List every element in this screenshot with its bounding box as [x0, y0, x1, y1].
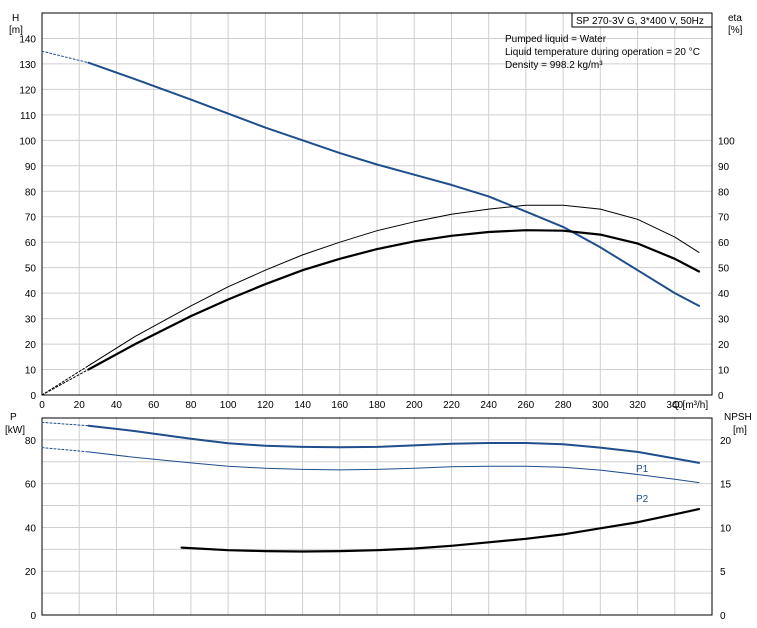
top-right-tick-label: 40 [718, 289, 730, 300]
top-left-axis-unit: [m] [9, 25, 23, 36]
bottom-right-tick-label: 15 [720, 480, 732, 491]
x-tick-label: 120 [257, 400, 274, 411]
top-left-tick-label: 100 [19, 136, 36, 147]
head-curve-extrapolation [41, 50, 89, 64]
x-tick-label: 260 [518, 400, 535, 411]
power-p1-curve-extrapolation [41, 421, 89, 427]
x-tick-label: 60 [148, 400, 160, 411]
top-left-tick-label: 40 [25, 289, 37, 300]
power-p2-curve [88, 451, 700, 484]
top-right-tick-label: 30 [718, 315, 730, 326]
power-p2-curve-extrapolation [41, 447, 89, 453]
series-label-p1: P1 [636, 464, 649, 475]
bottom-left-axis-unit: [kW] [5, 425, 25, 436]
bottom-left-tick-label: 60 [25, 480, 37, 491]
series-label-p2: P2 [636, 494, 649, 505]
bottom-left-tick-label: 80 [25, 436, 37, 447]
x-tick-label: 180 [369, 400, 386, 411]
head-curve [87, 61, 700, 307]
efficiency-total-curve-extrapolation [41, 369, 89, 396]
info-line-density: Density = 998.2 kg/m³ [505, 60, 603, 71]
x-tick-label: 200 [406, 400, 423, 411]
npsh-curve [180, 508, 701, 553]
top-right-axis-label: eta [728, 13, 742, 24]
top-left-tick-label: 120 [19, 85, 36, 96]
top-right-tick-label: 80 [718, 187, 730, 198]
tick-labels: 0102030405060708090100110120130140010203… [19, 34, 735, 622]
bottom-left-tick-label: 0 [30, 611, 36, 622]
x-tick-label: 140 [294, 400, 311, 411]
x-tick-label: 0 [39, 400, 45, 411]
top-left-tick-label: 0 [30, 391, 36, 402]
top-left-tick-label: 80 [25, 187, 37, 198]
curves [41, 50, 701, 553]
top-left-tick-label: 70 [25, 213, 37, 224]
top-left-tick-label: 50 [25, 264, 37, 275]
info-line-temperature: Liquid temperature during operation = 20… [505, 47, 700, 58]
bottom-left-tick-label: 20 [25, 567, 37, 578]
bottom-right-axis-label: NPSH [724, 412, 752, 423]
top-right-tick-label: 0 [718, 391, 724, 402]
top-left-tick-label: 20 [25, 340, 37, 351]
top-left-axis-label: H [12, 13, 19, 24]
bottom-right-tick-label: 0 [720, 611, 726, 622]
x-tick-label: 280 [555, 400, 572, 411]
top-right-tick-label: 70 [718, 213, 730, 224]
bottom-left-axis-label: P [10, 412, 17, 423]
top-right-tick-label: 20 [718, 340, 730, 351]
top-left-tick-label: 30 [25, 315, 37, 326]
bottom-right-tick-label: 10 [720, 523, 732, 534]
x-tick-label: 240 [480, 400, 497, 411]
top-left-tick-label: 110 [20, 111, 36, 122]
bottom-right-tick-label: 20 [720, 436, 732, 447]
top-right-tick-label: 100 [718, 136, 735, 147]
top-frame [41, 12, 713, 396]
x-axis-label: Q [m³/h] [672, 400, 708, 411]
top-chart-grid [41, 12, 713, 396]
x-tick-label: 100 [220, 400, 237, 411]
info-title: SP 270-3V G, 3*400 V, 50Hz [576, 16, 704, 27]
top-right-tick-label: 90 [718, 162, 730, 173]
top-left-tick-label: 130 [19, 60, 36, 71]
top-right-tick-label: 50 [718, 264, 730, 275]
top-right-axis-unit: [%] [728, 25, 743, 36]
top-right-tick-label: 10 [718, 366, 730, 377]
efficiency-total-curve [87, 229, 701, 371]
x-tick-label: 20 [74, 400, 86, 411]
bottom-right-axis-unit: [m] [733, 425, 747, 436]
top-left-tick-label: 140 [19, 34, 36, 45]
bottom-right-tick-label: 5 [720, 567, 726, 578]
bottom-left-tick-label: 40 [25, 523, 37, 534]
efficiency-hydraulic-curve [88, 204, 700, 367]
info-title-box [571, 12, 713, 28]
x-tick-label: 40 [111, 400, 123, 411]
top-right-tick-label: 60 [718, 238, 730, 249]
x-tick-label: 320 [629, 400, 646, 411]
info-line-liquid: Pumped liquid = Water [505, 34, 607, 45]
top-left-tick-label: 10 [25, 366, 37, 377]
x-tick-label: 300 [592, 400, 609, 411]
efficiency-hydraulic-curve-extrapolation [41, 365, 89, 396]
x-tick-label: 340 [666, 400, 683, 411]
top-left-tick-label: 60 [25, 238, 37, 249]
x-tick-label: 160 [331, 400, 348, 411]
top-left-tick-label: 90 [25, 162, 37, 173]
power-p1-curve [87, 424, 700, 464]
x-tick-label: 80 [185, 400, 197, 411]
x-tick-label: 220 [443, 400, 460, 411]
bottom-frame [41, 417, 713, 616]
